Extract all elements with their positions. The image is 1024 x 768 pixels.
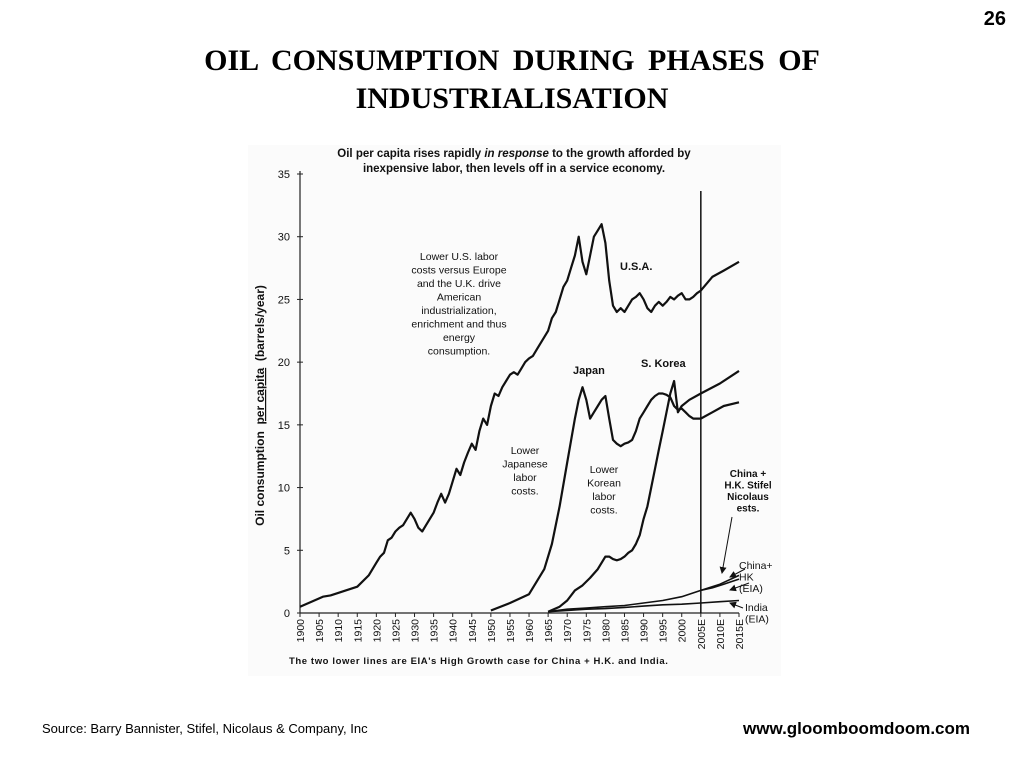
x-tick-label: 1960 bbox=[524, 619, 536, 643]
x-tick-label: 1945 bbox=[467, 619, 479, 643]
y-axis-label-part: Oil consumption bbox=[253, 425, 267, 526]
korea-labor-note: Korean bbox=[587, 478, 621, 490]
arrow-india-eia bbox=[729, 601, 744, 609]
oil-consumption-chart: Oil per capita rises rapidly in response… bbox=[253, 148, 773, 667]
chart-title-line-2: inexpensive labor, then levels off in a … bbox=[363, 163, 665, 175]
japan-labor-note: Japanese bbox=[502, 459, 548, 471]
x-tick-label: 1980 bbox=[600, 619, 612, 643]
china-stifel-note: H.K. Stifel bbox=[724, 481, 771, 492]
china-eia-label: HK bbox=[739, 572, 754, 584]
x-tick-label: 1955 bbox=[505, 619, 517, 643]
chart-footnote: The two lower lines are EIA's High Growt… bbox=[289, 656, 668, 667]
korea-labor-note: labor bbox=[592, 491, 616, 503]
series-label-korea: S. Korea bbox=[641, 358, 687, 370]
series-line-1 bbox=[490, 386, 740, 612]
slide-title-line-1: OIL CONSUMPTION DURING PHASES OF bbox=[204, 44, 820, 77]
y-tick-label: 0 bbox=[284, 608, 290, 620]
series-line-5 bbox=[548, 599, 740, 613]
x-tick-label: 1950 bbox=[486, 619, 498, 643]
series-line-2 bbox=[547, 369, 740, 613]
x-tick-label: 1940 bbox=[448, 619, 460, 643]
x-tick-label: 1975 bbox=[581, 619, 593, 643]
chart-panel: Oil per capita rises rapidly in response… bbox=[248, 145, 781, 676]
x-tick-label: 1905 bbox=[314, 619, 326, 643]
us-labor-note: American bbox=[437, 292, 482, 304]
y-axis-label-part: (barrels/year) bbox=[253, 285, 267, 368]
x-tick-label: 1965 bbox=[543, 619, 555, 643]
source-note: Source: Barry Bannister, Stifel, Nicolau… bbox=[42, 721, 368, 736]
us-labor-note: costs versus Europe bbox=[411, 265, 506, 277]
y-tick-label: 35 bbox=[278, 169, 290, 181]
x-tick-label: 2010E bbox=[715, 619, 727, 649]
x-tick-label: 1930 bbox=[410, 619, 422, 643]
x-tick-label: 1990 bbox=[639, 619, 651, 643]
series-line-4 bbox=[700, 578, 740, 592]
us-labor-note: Lower U.S. labor bbox=[420, 251, 499, 263]
x-tick-label: 1935 bbox=[429, 619, 441, 643]
japan-labor-note: costs. bbox=[511, 486, 538, 498]
y-tick-label: 15 bbox=[278, 420, 290, 432]
us-labor-note: industrialization, bbox=[421, 305, 496, 317]
chart-title-part: Oil per capita rises rapidly bbox=[337, 148, 484, 160]
x-tick-label: 2000 bbox=[677, 619, 689, 643]
x-tick-label: 1900 bbox=[295, 619, 307, 643]
india-eia-label: India bbox=[745, 602, 768, 614]
chart-title-part: to the growth afforded by bbox=[549, 148, 691, 160]
y-tick-label: 5 bbox=[284, 545, 290, 557]
x-tick-label: 1985 bbox=[619, 619, 631, 643]
x-tick-label: 1995 bbox=[658, 619, 670, 643]
china-eia-label: China+ bbox=[739, 560, 773, 572]
x-tick-label: 1910 bbox=[333, 619, 345, 643]
korea-labor-note: costs. bbox=[590, 505, 617, 517]
china-stifel-note: China + bbox=[730, 469, 767, 480]
us-labor-note: enrichment and thus bbox=[411, 319, 506, 331]
japan-labor-note: Lower bbox=[511, 445, 540, 457]
x-tick-label: 1970 bbox=[562, 619, 574, 643]
china-stifel-note: ests. bbox=[737, 504, 760, 515]
china-eia-label: (EIA) bbox=[739, 583, 763, 595]
series-label-usa: U.S.A. bbox=[620, 261, 652, 273]
india-eia-label: (EIA) bbox=[745, 614, 769, 626]
china-stifel-note: Nicolaus bbox=[727, 492, 769, 503]
x-tick-label: 1915 bbox=[352, 619, 364, 643]
slide-title: OIL CONSUMPTION DURING PHASES OF INDUSTR… bbox=[0, 42, 1024, 118]
us-labor-note: and the U.K. drive bbox=[417, 278, 501, 290]
series-label-japan: Japan bbox=[573, 365, 605, 377]
chart-title-line-1: Oil per capita rises rapidly in response… bbox=[337, 148, 691, 160]
x-tick-label: 2005E bbox=[696, 619, 708, 649]
page-number: 26 bbox=[983, 8, 1006, 30]
arrow-china-eia-2 bbox=[729, 582, 750, 592]
arrow-china-stifel bbox=[719, 516, 733, 574]
y-axis-label-part: per capita bbox=[253, 368, 267, 425]
x-tick-label: 1920 bbox=[371, 619, 383, 643]
us-labor-note: energy bbox=[443, 332, 476, 344]
us-labor-note: consumption. bbox=[428, 346, 490, 358]
series-line-0 bbox=[299, 223, 740, 608]
x-tick-label: 2015E bbox=[734, 619, 746, 649]
y-tick-label: 20 bbox=[278, 357, 290, 369]
korea-labor-note: Lower bbox=[590, 464, 619, 476]
chart-title-part: in response bbox=[484, 148, 549, 160]
website-link[interactable]: www.gloomboomdoom.com bbox=[743, 719, 970, 738]
y-axis-label: Oil consumption per capita (barrels/year… bbox=[253, 285, 267, 526]
y-tick-label: 10 bbox=[278, 483, 290, 495]
arrow-china-eia bbox=[729, 568, 746, 578]
x-tick-label: 1925 bbox=[390, 619, 402, 643]
slide-title-line-2: INDUSTRIALISATION bbox=[355, 82, 669, 115]
y-tick-label: 30 bbox=[278, 232, 290, 244]
japan-labor-note: labor bbox=[513, 472, 537, 484]
y-tick-label: 25 bbox=[278, 294, 290, 306]
